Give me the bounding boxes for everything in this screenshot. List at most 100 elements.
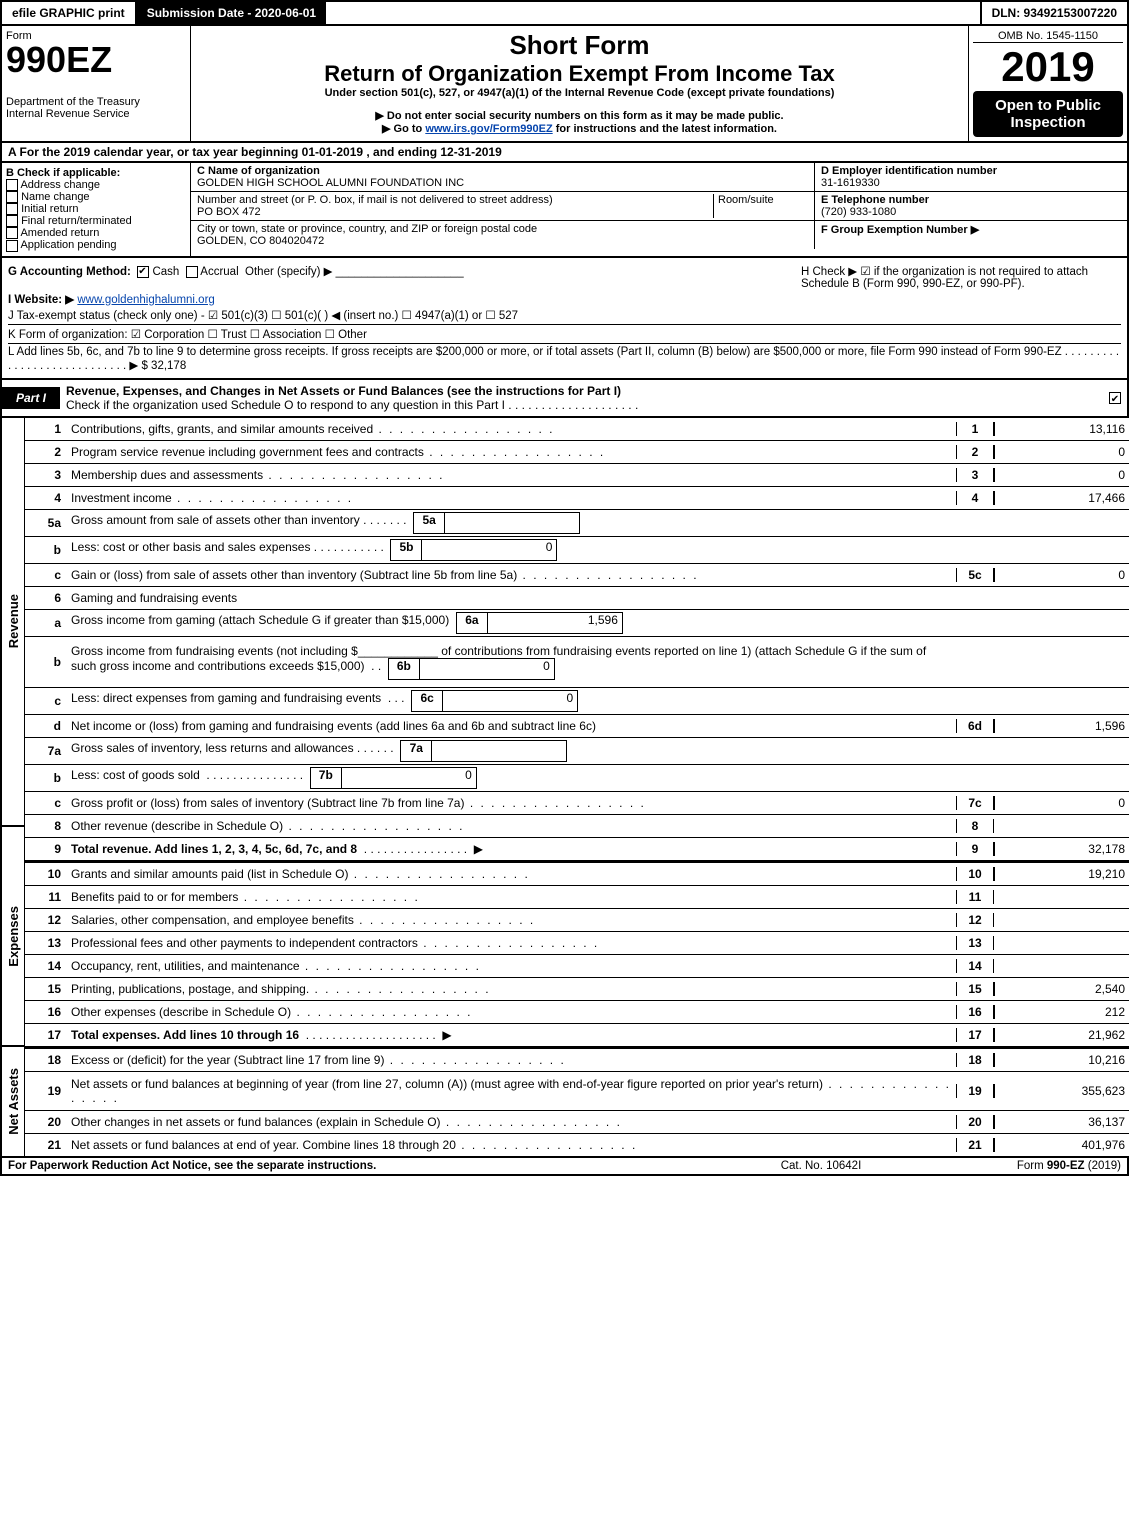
checkbox-application-pending[interactable] [6, 240, 18, 252]
line-2-desc: Program service revenue including govern… [69, 443, 956, 461]
city: GOLDEN, CO 804020472 [197, 235, 324, 247]
line-6-desc: Gaming and fundraising events [69, 589, 956, 607]
section-expenses-label: Expenses [6, 906, 21, 967]
line-16-desc: Other expenses (describe in Schedule O) [69, 1003, 956, 1021]
line-1-desc: Contributions, gifts, grants, and simila… [69, 420, 956, 438]
line-9-desc: Total revenue. Add lines 1, 2, 3, 4, 5c,… [69, 840, 956, 858]
ein: 31-1619330 [821, 177, 880, 189]
line-9-val: 32,178 [994, 842, 1129, 856]
line-7a-desc: Gross sales of inventory, less returns a… [69, 738, 956, 764]
line-5b-desc: Less: cost or other basis and sales expe… [69, 537, 956, 563]
i-label: I Website: ▶ [8, 294, 74, 306]
line-6d-desc: Net income or (loss) from gaming and fun… [69, 717, 956, 735]
title-short-form: Short Form [195, 30, 964, 61]
part-1-check-text: Check if the organization used Schedule … [66, 398, 638, 412]
line-18-val: 10,216 [994, 1053, 1129, 1067]
part-1-header: Part I Revenue, Expenses, and Changes in… [0, 380, 1129, 418]
dept-label: Department of the Treasury [6, 96, 186, 108]
line-1-val: 13,116 [994, 422, 1129, 436]
line-15-val: 2,540 [994, 982, 1129, 996]
subtitle: Under section 501(c), 527, or 4947(a)(1)… [195, 87, 964, 99]
line-4-val: 17,466 [994, 491, 1129, 505]
misc-lines: G Accounting Method: Cash Accrual Other … [0, 258, 1129, 380]
phone: (720) 933-1080 [821, 206, 896, 218]
section-b-title: B Check if applicable: [6, 167, 120, 179]
street: PO BOX 472 [197, 206, 261, 218]
e-phone-label: E Telephone number [821, 194, 929, 206]
line-3-desc: Membership dues and assessments [69, 466, 956, 484]
form-header: Form 990EZ Department of the Treasury In… [0, 26, 1129, 143]
line-17-desc: Total expenses. Add lines 10 through 16 … [69, 1026, 956, 1044]
section-revenue-label: Revenue [6, 594, 21, 648]
line-19-val: 355,623 [994, 1084, 1129, 1098]
line-6d-val: 1,596 [994, 719, 1129, 733]
entity-info: B Check if applicable: Address change Na… [0, 163, 1129, 258]
line-5c-val: 0 [994, 568, 1129, 582]
irs-link[interactable]: www.irs.gov/Form990EZ [425, 123, 552, 135]
room-suite-label: Room/suite [713, 194, 808, 218]
line-2-val: 0 [994, 445, 1129, 459]
line-12-desc: Salaries, other compensation, and employ… [69, 911, 956, 929]
line-21-val: 401,976 [994, 1138, 1129, 1152]
footer-form-ref: Form 990-EZ (2019) [921, 1160, 1121, 1172]
g-label: G Accounting Method: [8, 266, 131, 278]
line-11-desc: Benefits paid to or for members [69, 888, 956, 906]
line-18-desc: Excess or (deficit) for the year (Subtra… [69, 1051, 956, 1069]
line-16-val: 212 [994, 1005, 1129, 1019]
section-b: B Check if applicable: Address change Na… [2, 163, 191, 256]
line-5a-desc: Gross amount from sale of assets other t… [69, 510, 956, 536]
efile-print-button[interactable]: efile GRAPHIC print [2, 2, 137, 24]
open-to-public: Open to Public Inspection [973, 91, 1123, 137]
line-13-desc: Professional fees and other payments to … [69, 934, 956, 952]
note-goto: ▶ Go to www.irs.gov/Form990EZ for instru… [195, 122, 964, 135]
line-a-calendar-year: A For the 2019 calendar year, or tax yea… [0, 143, 1129, 163]
top-bar: efile GRAPHIC print Submission Date - 20… [0, 0, 1129, 26]
d-ein-label: D Employer identification number [821, 165, 997, 177]
f-group-exemption: F Group Exemption Number ▶ [821, 224, 979, 236]
checkbox-name-change[interactable] [6, 191, 18, 203]
line-19-desc: Net assets or fund balances at beginning… [69, 1075, 956, 1107]
part-1-title: Revenue, Expenses, and Changes in Net As… [66, 384, 621, 398]
checkbox-address-change[interactable] [6, 179, 18, 191]
k-line: K Form of organization: ☑ Corporation ☐ … [8, 324, 1121, 341]
checkbox-accrual[interactable] [186, 266, 198, 278]
submission-date: Submission Date - 2020-06-01 [137, 2, 326, 24]
note-ssn: ▶ Do not enter social security numbers o… [195, 109, 964, 122]
line-20-val: 36,137 [994, 1115, 1129, 1129]
checkbox-cash[interactable] [137, 266, 149, 278]
page-footer: For Paperwork Reduction Act Notice, see … [0, 1158, 1129, 1176]
footer-cat-no: Cat. No. 10642I [721, 1160, 921, 1172]
dln: DLN: 93492153007220 [980, 2, 1127, 24]
h-text: H Check ▶ ☑ if the organization is not r… [801, 264, 1121, 290]
line-14-desc: Occupancy, rent, utilities, and maintena… [69, 957, 956, 975]
line-7c-val: 0 [994, 796, 1129, 810]
part-1-tag: Part I [2, 387, 60, 409]
checkbox-amended-return[interactable] [6, 227, 18, 239]
j-line: J Tax-exempt status (check only one) - ☑… [8, 308, 1121, 322]
irs-label: Internal Revenue Service [6, 108, 186, 120]
checkbox-schedule-o[interactable] [1109, 392, 1121, 404]
line-15-desc: Printing, publications, postage, and shi… [69, 980, 956, 998]
line-5c-desc: Gain or (loss) from sale of assets other… [69, 566, 956, 584]
line-7b-desc: Less: cost of goods sold . . . . . . . .… [69, 765, 956, 791]
street-label: Number and street (or P. O. box, if mail… [197, 194, 553, 206]
part-1-table: Revenue Expenses Net Assets 1Contributio… [0, 418, 1129, 1158]
line-4-desc: Investment income [69, 489, 956, 507]
line-3-val: 0 [994, 468, 1129, 482]
line-21-desc: Net assets or fund balances at end of ye… [69, 1136, 956, 1154]
title-return: Return of Organization Exempt From Incom… [195, 61, 964, 87]
org-name: GOLDEN HIGH SCHOOL ALUMNI FOUNDATION INC [197, 177, 464, 189]
footer-left: For Paperwork Reduction Act Notice, see … [8, 1160, 721, 1172]
line-6c-desc: Less: direct expenses from gaming and fu… [69, 688, 956, 714]
checkbox-initial-return[interactable] [6, 203, 18, 215]
form-number: 990EZ [6, 42, 186, 78]
checkbox-final-return[interactable] [6, 215, 18, 227]
c-name-label: C Name of organization [197, 165, 320, 177]
line-8-desc: Other revenue (describe in Schedule O) [69, 817, 956, 835]
line-17-val: 21,962 [994, 1028, 1129, 1042]
line-20-desc: Other changes in net assets or fund bala… [69, 1113, 956, 1131]
line-6a-desc: Gross income from gaming (attach Schedul… [69, 610, 956, 636]
line-10-val: 19,210 [994, 867, 1129, 881]
website-link[interactable]: www.goldenhighalumni.org [77, 294, 214, 306]
line-7c-desc: Gross profit or (loss) from sales of inv… [69, 794, 956, 812]
